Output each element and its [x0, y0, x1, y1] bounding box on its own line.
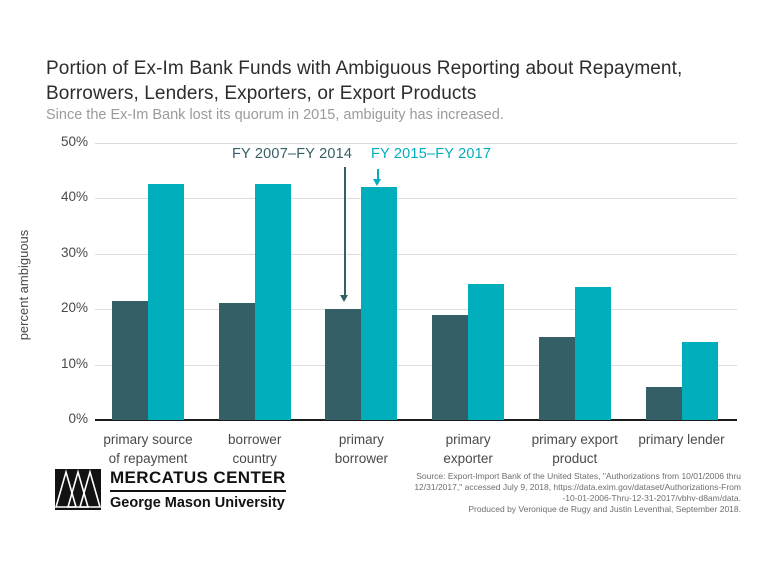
x-axis-category-label: primary exporter: [443, 432, 493, 466]
gridline: [95, 198, 737, 199]
bar-fy2015-2017: [574, 286, 611, 420]
y-axis-tick-label: 30%: [60, 244, 88, 260]
x-axis-category-label: primary borrower: [334, 432, 389, 466]
bar-fy2007-2014: [538, 336, 575, 420]
gridline: [95, 142, 737, 144]
series-annotation-fy2007-2014: FY 2007–FY 2014: [232, 146, 352, 162]
arrow-to-cyan-bar-icon: [373, 169, 382, 186]
series-label-fy2007-2014: FY 2007–FY 2014: [232, 146, 353, 162]
series-label-fy2015-2017: FY 2015–FY 2017: [371, 146, 492, 162]
gridline: [95, 309, 737, 310]
mercatus-logo: MERCATUS CENTER George Mason University: [55, 469, 286, 511]
bar-fy2007-2014: [645, 386, 682, 420]
x-axis-category-label: borrower country: [228, 432, 282, 466]
bar-fy2015-2017: [148, 184, 184, 420]
bar-fy2015-2017: [254, 184, 291, 420]
y-axis-tick-label: 10%: [60, 355, 88, 371]
logo-org-name: MERCATUS CENTER: [110, 469, 286, 492]
bar-fy2015-2017: [681, 342, 718, 420]
x-axis-category-label: primary source of repayment: [103, 432, 193, 466]
x-axis-line: [95, 419, 737, 421]
arrow-to-dark-bar-icon: [340, 167, 349, 302]
bar-fy2007-2014: [112, 300, 148, 420]
y-axis-tick-label: 40%: [60, 189, 88, 204]
mercatus-logo-mark-icon: [55, 469, 101, 510]
chart-subtitle: Since the Ex-Im Bank lost its quorum in …: [46, 107, 504, 123]
logo-university-name: George Mason University: [110, 495, 285, 511]
bar-fy2015-2017: [361, 186, 398, 420]
x-axis-category-label: primary export product: [531, 432, 618, 466]
y-axis-tick-label: 20%: [60, 300, 88, 315]
x-axis-category-label: primary lender: [638, 432, 725, 447]
chart-title: Portion of Ex-Im Bank Funds with Ambiguo…: [46, 58, 683, 104]
y-axis-tick-label: 50%: [60, 133, 88, 149]
source-attribution: Source: Export-Import Bank of the United…: [414, 471, 741, 514]
y-axis-tick-label: 0%: [68, 411, 88, 426]
gridline: [95, 253, 737, 255]
gridline: [95, 364, 737, 366]
logo-text: MERCATUS CENTER George Mason University: [110, 469, 286, 511]
bar-fy2007-2014: [218, 303, 255, 420]
series-annotation-fy2015-2017: FY 2015–FY 2017: [371, 146, 491, 162]
bar-fy2007-2014: [325, 309, 362, 420]
bar-fy2015-2017: [468, 284, 505, 420]
bar-fy2007-2014: [432, 314, 469, 420]
